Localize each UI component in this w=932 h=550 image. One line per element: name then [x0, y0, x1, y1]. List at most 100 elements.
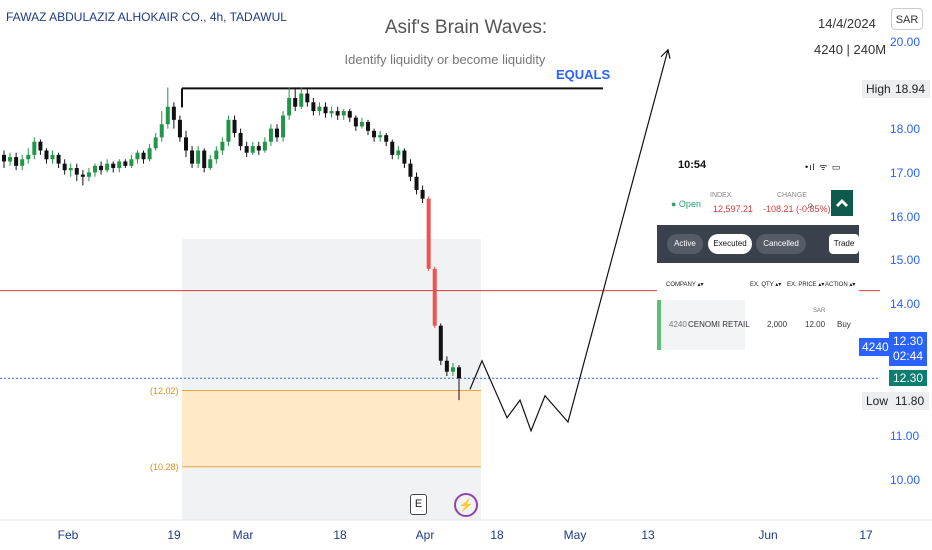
candle-body [305, 93, 310, 103]
fib-zone [182, 390, 481, 467]
candle-body [26, 154, 31, 160]
candle-body [20, 159, 25, 166]
ticker-tag: 4240 [859, 338, 892, 356]
candle-body [396, 150, 401, 155]
row-name: CENOMI RETAIL [688, 320, 750, 329]
candle-body [281, 115, 286, 138]
chart-title: Asif's Brain Waves: [384, 17, 548, 38]
candle-body [171, 106, 176, 120]
col-action[interactable]: ACTION ▴▾ [825, 282, 856, 288]
candle-body [44, 150, 49, 160]
x-tick: Feb [57, 528, 79, 542]
candle-body [93, 165, 97, 173]
chart-subtitle: Identify liquidity or become liquidity [344, 52, 546, 67]
candle-body [347, 111, 352, 118]
candle-body [408, 163, 413, 177]
candle-body [402, 150, 407, 164]
low-value: 11.80 [890, 392, 930, 410]
candle-body [432, 268, 437, 326]
candle-body [196, 150, 201, 164]
candle-body [232, 119, 237, 133]
candle-body [190, 150, 195, 164]
y-tick: 14.00 [890, 297, 921, 311]
candle-body [384, 135, 389, 142]
candle-body [86, 172, 91, 177]
last-price-tag: 12.30 02:44 [889, 332, 927, 366]
x-tick: 18 [333, 528, 347, 542]
row-price: 12.00 [805, 320, 826, 329]
ticker-info: 4240 | 240M [814, 42, 887, 57]
tab-executed[interactable]: Executed [708, 234, 752, 254]
market-state: ● Open [671, 199, 701, 209]
change-label: CHANGE [777, 192, 807, 199]
candle-body [123, 161, 128, 166]
candle-body [390, 141, 395, 155]
candle-body [268, 128, 273, 142]
candle-body [293, 97, 298, 107]
lightning-icon[interactable]: ⚡ [454, 493, 478, 517]
candle-body [38, 141, 43, 151]
index-value: 12,597.21 [713, 204, 754, 214]
candle-body [335, 111, 340, 116]
candle-body [111, 163, 116, 169]
row-code: 4240 [669, 320, 687, 329]
phone-time: 10:54 [678, 159, 707, 171]
low-label: Low [862, 392, 893, 410]
candle-body [177, 119, 182, 138]
candle-body [438, 325, 443, 361]
x-tick: Mar [232, 528, 254, 542]
projection-path [469, 49, 669, 433]
candle-body [317, 106, 322, 112]
company-cell [661, 300, 745, 350]
tab-active[interactable]: Active [667, 234, 703, 254]
candle-body [141, 152, 146, 160]
table-row[interactable]: 4240 CENOMI RETAIL 2,000 SAR 12.00 Buy [657, 300, 859, 350]
candle-body [414, 176, 419, 190]
trade-button[interactable]: Trade [829, 234, 859, 254]
x-tick: Apr [415, 528, 435, 542]
x-tick: 19 [167, 528, 181, 542]
col-qty[interactable]: EX. QTY ▴▾ [750, 282, 782, 288]
candle-body [450, 367, 455, 372]
symbol-label: FAWAZ ABDULAZIZ ALHOKAIR CO., 4h, TADAWU… [6, 10, 287, 24]
candle-body [226, 119, 231, 142]
candle-body [50, 154, 55, 160]
col-price[interactable]: EX. PRICE ▴▾ [787, 282, 825, 288]
x-tick: May [563, 528, 587, 542]
y-tick: 17.00 [890, 166, 921, 180]
candle-body [250, 146, 255, 153]
candle-body [275, 128, 279, 138]
candle-body [184, 137, 188, 151]
y-tick: 20.00 [890, 35, 921, 49]
candle-body [420, 189, 425, 199]
candle-body [366, 122, 370, 131]
y-tick: 18.00 [890, 122, 921, 136]
x-tick: 18 [490, 528, 504, 542]
candle-body [256, 146, 261, 151]
tab-cancelled[interactable]: Cancelled [756, 234, 806, 254]
candle-body [238, 132, 243, 147]
candle-body [323, 106, 328, 114]
candle-body [80, 174, 85, 177]
candle-body [14, 157, 19, 166]
candle-body [147, 148, 152, 160]
last-price: 12.30 [892, 334, 924, 348]
candle-body [32, 141, 37, 155]
fib-upper-label: (12.02) [150, 386, 179, 396]
search-icon[interactable]: ⌕ [807, 198, 814, 212]
candle-body [117, 161, 122, 169]
candle-body [153, 137, 158, 149]
col-company[interactable]: COMPANY ▴▾ [666, 282, 704, 288]
y-tick: 16.00 [890, 210, 921, 224]
change-value: -108.21 (-0.85%) [763, 204, 831, 214]
candle-body [214, 150, 219, 160]
candle-body [299, 93, 304, 107]
earnings-icon[interactable]: E [410, 494, 427, 515]
bar-countdown: 02:44 [892, 349, 924, 363]
candle-body [202, 150, 207, 169]
currency-button[interactable]: SAR [891, 8, 923, 30]
candle-body [8, 157, 13, 162]
candle-body [208, 159, 213, 169]
candle-body [444, 360, 449, 372]
